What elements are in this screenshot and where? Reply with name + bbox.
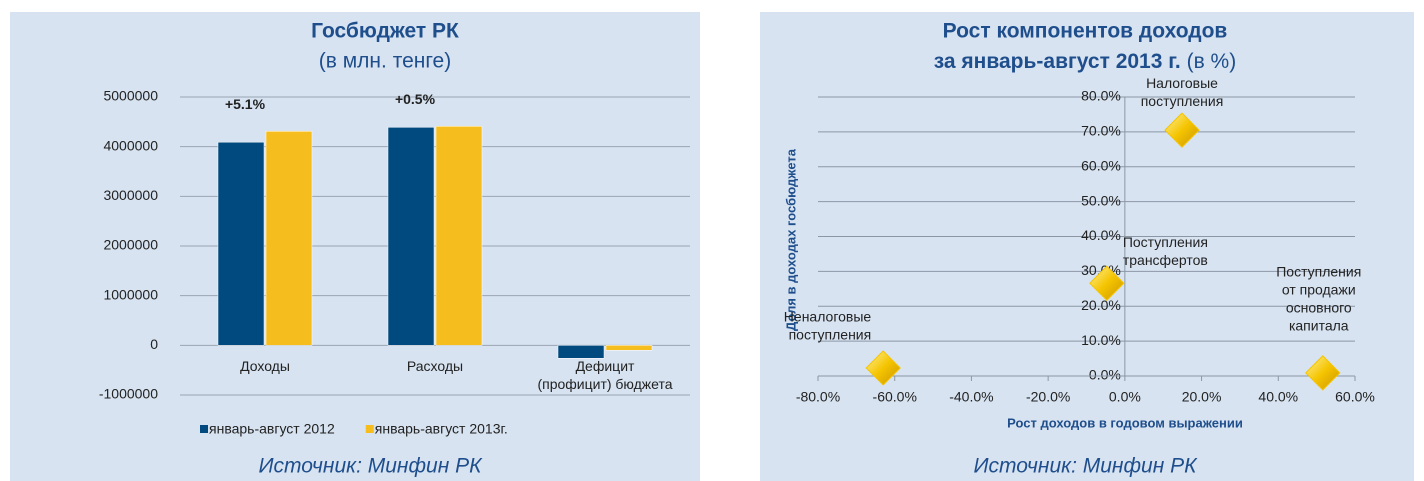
point [1164, 112, 1200, 148]
legend-label: январь-август 2013г. [375, 421, 508, 437]
y-axis-label: Доля в доходах госбюджета [783, 148, 798, 331]
source: Источник: Минфин РК [974, 455, 1199, 478]
chart-title-line2: за январь-август 2013 г. (в %) [934, 50, 1236, 73]
y-tick-label: -1000000 [99, 386, 158, 402]
point-label: трансфертов [1123, 252, 1208, 268]
bar [217, 141, 265, 346]
annotation: +0.5% [395, 91, 436, 107]
bar [605, 345, 653, 351]
y-tick-label: 80.0% [1081, 88, 1121, 104]
point-label: поступления [789, 327, 872, 343]
y-tick-label: 20.0% [1081, 297, 1121, 313]
point-label: Неналоговые [784, 309, 872, 325]
y-tick-label: 2000000 [103, 237, 158, 253]
y-tick-label: 70.0% [1081, 123, 1121, 139]
point-label: основного [1286, 300, 1352, 316]
x-tick-label: Дефицит [576, 358, 635, 374]
point-label: поступления [1141, 93, 1224, 109]
y-tick-label: 10.0% [1081, 332, 1121, 348]
point [1305, 355, 1341, 391]
point-label: капитала [1289, 318, 1349, 334]
bar [557, 345, 605, 359]
x-tick-label: Доходы [240, 358, 290, 374]
x-tick-label: Расходы [407, 358, 463, 374]
y-tick-label: 50.0% [1081, 192, 1121, 208]
y-tick-label: 3000000 [103, 187, 158, 203]
x-tick-label: 40.0% [1258, 389, 1298, 405]
point [1089, 265, 1125, 301]
bar [265, 131, 313, 346]
y-tick-label: 1000000 [103, 286, 158, 302]
y-tick-label: 4000000 [103, 137, 158, 153]
bar [387, 127, 435, 346]
chart-title: Рост компонентов доходов [943, 20, 1228, 43]
legend-swatch [365, 425, 374, 433]
legend-label: январь-август 2012 [209, 421, 335, 437]
x-tick-label: -20.0% [1026, 389, 1070, 405]
point-label: Поступления [1123, 234, 1208, 250]
x-tick-label: -40.0% [949, 389, 993, 405]
x-axis-label: Рост доходов в годовом выражении [1007, 415, 1243, 430]
right-panel [760, 12, 1414, 481]
y-tick-label: 0.0% [1089, 367, 1121, 383]
y-tick-label: 40.0% [1081, 227, 1121, 243]
point-label: Налоговые [1146, 75, 1218, 91]
y-tick-label: 0 [150, 336, 158, 352]
title-suffix: (в %) [1187, 50, 1237, 73]
y-tick-label: 5000000 [103, 88, 158, 104]
chart-title: Госбюджет РК [311, 20, 459, 43]
chart-subtitle: (в млн. тенге) [319, 50, 451, 73]
x-tick-label: -80.0% [796, 389, 840, 405]
point [865, 350, 901, 386]
title-bold: за январь-август 2013 г. [934, 50, 1181, 73]
y-tick-label: 60.0% [1081, 157, 1121, 173]
source: Источник: Минфин РК [259, 455, 484, 478]
x-tick-label: (профицит) бюджета [537, 376, 672, 392]
bar [435, 126, 483, 346]
legend-swatch [200, 425, 208, 433]
annotation: +5.1% [225, 96, 266, 112]
point-label: Поступления [1276, 264, 1361, 280]
point-label: от продажи [1282, 282, 1356, 298]
x-tick-label: 0.0% [1109, 389, 1141, 405]
x-tick-label: -60.0% [873, 389, 917, 405]
x-tick-label: 60.0% [1335, 389, 1375, 405]
x-tick-label: 20.0% [1182, 389, 1222, 405]
